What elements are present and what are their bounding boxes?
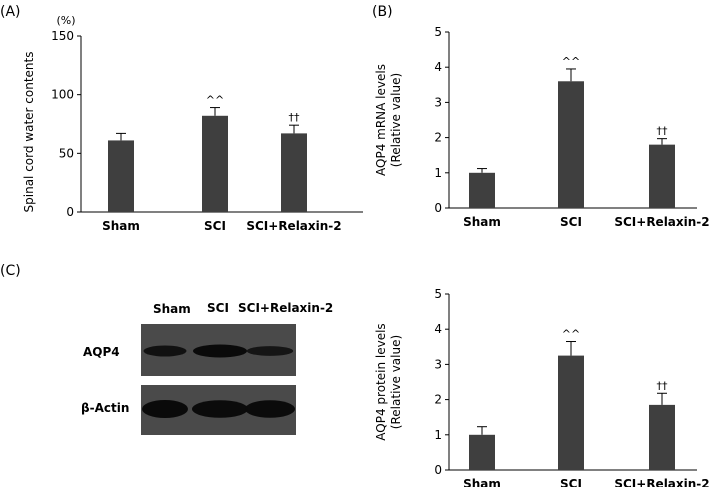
- chart-a: 0 50 100 150 Spinal cord water contents (%) Sh…: [22, 14, 363, 233]
- chart-a-annotation-2: ^^: [206, 94, 224, 107]
- chart-a-category-label-3: SCI+Relaxin-2: [246, 219, 341, 233]
- chart-a-unit-label: (%): [56, 14, 75, 27]
- chart-a-bar-2: [202, 115, 228, 212]
- chart-b-ytick-label: 2: [434, 131, 442, 145]
- chart-b-bar-2: [558, 81, 584, 208]
- panel-label-b: (B): [372, 4, 393, 20]
- chart-a-category-label-2: SCI: [204, 219, 226, 233]
- chart-b-annotation-3: ††: [657, 125, 669, 138]
- chart-c-annotation-2: ^^: [562, 328, 580, 341]
- chart-a-ytick-label: 100: [51, 88, 74, 102]
- panel-label-a: (A): [0, 4, 21, 20]
- chart-b-bar-1: [469, 172, 495, 208]
- blot-lane-label-sci: SCI: [207, 301, 229, 315]
- chart-c-annotation-3: ††: [657, 379, 669, 392]
- chart-a-ytick-label: 150: [51, 29, 74, 43]
- chart-b-ytick-label: 1: [434, 166, 442, 180]
- chart-b-ylabel: AQP4 mRNA levels: [374, 64, 388, 176]
- chart-b-category-label-2: SCI: [560, 215, 582, 229]
- blot-lane-label-sci-relaxin: SCI+Relaxin-2: [238, 301, 333, 315]
- blot-band-aqp4-3: [246, 346, 294, 356]
- blot-lane-label-sham: Sham: [153, 302, 191, 316]
- western-blot: Sham SCI SCI+Relaxin-2 AQP4 β-Actin: [81, 301, 333, 435]
- chart-a-ylabel: Spinal cord water contents: [22, 52, 36, 213]
- panel-label-c: (C): [0, 263, 21, 279]
- blot-band-actin-1: [142, 400, 188, 418]
- chart-c-ytick-label: 4: [434, 322, 442, 336]
- chart-a-annotation-3: ††: [289, 111, 301, 124]
- blot-row-label-actin: β-Actin: [81, 401, 129, 415]
- blot-band-aqp4-2: [193, 344, 247, 358]
- chart-b-ytick-label: 5: [434, 25, 442, 39]
- chart-c-ytick-label: 3: [434, 357, 442, 371]
- chart-c-bar-1: [469, 434, 495, 470]
- chart-c-bar-2: [558, 355, 584, 470]
- chart-a-ytick-label: 50: [59, 146, 74, 160]
- chart-a-category-label-1: Sham: [102, 219, 140, 233]
- chart-c-category-label-3: SCI+Relaxin-2: [614, 477, 709, 487]
- blot-band-actin-3: [245, 400, 295, 418]
- chart-c-ytick-label: 0: [434, 463, 442, 477]
- chart-c-ytick-label: 1: [434, 428, 442, 442]
- blot-band-aqp4-1: [143, 345, 187, 357]
- chart-a-bar-1: [108, 140, 134, 212]
- chart-b: 0 1 2 3 4 5 AQP4 mRNA levels (Relative value) Sh…: [374, 25, 709, 229]
- chart-c-category-label-1: Sham: [463, 477, 501, 487]
- chart-b-ytick-label: 0: [434, 201, 442, 215]
- chart-a-bar-3: [281, 133, 307, 212]
- blot-band-actin-2: [192, 400, 248, 418]
- chart-b-ytick-label: 4: [434, 60, 442, 74]
- chart-b-annotation-2: ^^: [562, 55, 580, 68]
- chart-b-ylabel-2: (Relative value): [389, 73, 403, 167]
- chart-b-ytick-label: 3: [434, 95, 442, 109]
- chart-c-category-label-2: SCI: [560, 477, 582, 487]
- chart-c-ylabel: AQP4 protein levels: [374, 323, 388, 440]
- chart-b-category-label-3: SCI+Relaxin-2: [614, 215, 709, 229]
- chart-c-ytick-label: 2: [434, 393, 442, 407]
- chart-b-category-label-1: Sham: [463, 215, 501, 229]
- chart-c: 0 1 2 3 4 5 AQP4 protein levels (Relative value…: [374, 287, 709, 487]
- chart-c-ytick-label: 5: [434, 287, 442, 301]
- chart-c-bar-3: [649, 404, 675, 470]
- chart-b-bar-3: [649, 144, 675, 208]
- chart-c-ylabel-2: (Relative value): [389, 335, 403, 429]
- chart-a-ytick-label: 0: [66, 205, 74, 219]
- blot-row-label-aqp4: AQP4: [83, 345, 120, 359]
